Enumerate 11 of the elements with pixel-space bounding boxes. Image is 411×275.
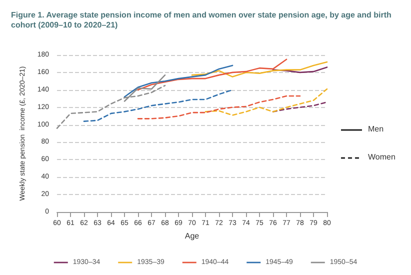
line-series (204, 88, 328, 116)
line-series (137, 95, 301, 120)
line-series (191, 61, 328, 78)
chart-title: Figure 1. Average state pension income of men and women over state pension age, by age and birth cohort (2009–10 to 2020–21) (11, 10, 394, 30)
text: Men (368, 124, 384, 134)
line-series (124, 64, 234, 98)
line-series (272, 101, 328, 112)
text: Women (368, 152, 396, 162)
line-series (83, 89, 234, 122)
line-series (137, 58, 288, 91)
x-axis-title: Age (184, 231, 200, 240)
